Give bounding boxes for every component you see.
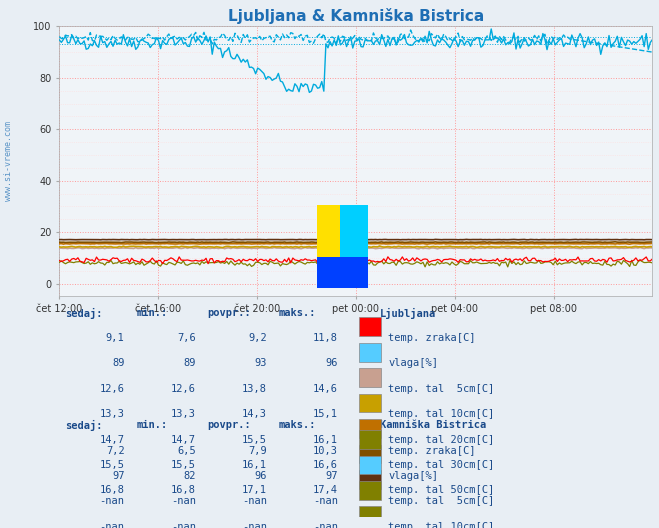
Text: 16,1: 16,1 (242, 460, 267, 470)
Text: 89: 89 (183, 359, 196, 369)
Text: -nan: -nan (242, 522, 267, 528)
Text: 7,2: 7,2 (106, 446, 125, 456)
Text: 97: 97 (326, 471, 338, 481)
Text: 15,1: 15,1 (313, 409, 338, 419)
Text: maks.:: maks.: (279, 307, 316, 317)
Text: temp. tal  5cm[C]: temp. tal 5cm[C] (389, 496, 495, 506)
Bar (359, 394, 382, 412)
Text: 96: 96 (326, 359, 338, 369)
Text: 6,5: 6,5 (177, 446, 196, 456)
Bar (359, 456, 382, 474)
Text: -nan: -nan (171, 496, 196, 506)
Text: 11,8: 11,8 (313, 333, 338, 343)
Bar (359, 317, 382, 336)
Text: 16,8: 16,8 (171, 485, 196, 495)
Text: 15,5: 15,5 (171, 460, 196, 470)
Text: povpr.:: povpr.: (208, 420, 251, 430)
Text: -nan: -nan (242, 496, 267, 506)
Text: 93: 93 (254, 359, 267, 369)
Text: temp. tal 50cm[C]: temp. tal 50cm[C] (389, 485, 495, 495)
Text: 17,1: 17,1 (242, 485, 267, 495)
Text: 10,3: 10,3 (313, 446, 338, 456)
Text: 14,3: 14,3 (242, 409, 267, 419)
Bar (359, 343, 382, 362)
Text: 89: 89 (112, 359, 125, 369)
Title: Ljubljana & Kamniška Bistrica: Ljubljana & Kamniška Bistrica (228, 8, 484, 24)
Text: 9,2: 9,2 (248, 333, 267, 343)
Bar (359, 419, 382, 438)
FancyBboxPatch shape (340, 205, 368, 264)
Text: vlaga[%]: vlaga[%] (389, 471, 438, 481)
Text: 12,6: 12,6 (100, 384, 125, 394)
Text: -nan: -nan (100, 522, 125, 528)
Text: 12,6: 12,6 (171, 384, 196, 394)
Text: maks.:: maks.: (279, 420, 316, 430)
Text: www.si-vreme.com: www.si-vreme.com (5, 121, 13, 202)
Text: 14,7: 14,7 (171, 435, 196, 445)
Bar (359, 369, 382, 387)
Text: 16,8: 16,8 (100, 485, 125, 495)
Text: 13,3: 13,3 (171, 409, 196, 419)
Text: min.:: min.: (136, 307, 167, 317)
Text: 16,1: 16,1 (313, 435, 338, 445)
Bar (359, 481, 382, 500)
Text: sedaj:: sedaj: (65, 307, 103, 318)
Text: 97: 97 (112, 471, 125, 481)
Bar (359, 430, 382, 449)
Text: 9,1: 9,1 (106, 333, 125, 343)
Text: temp. tal 10cm[C]: temp. tal 10cm[C] (389, 409, 495, 419)
Text: temp. tal 20cm[C]: temp. tal 20cm[C] (389, 435, 495, 445)
Text: -nan: -nan (313, 496, 338, 506)
Text: 96: 96 (254, 471, 267, 481)
Text: 15,5: 15,5 (242, 435, 267, 445)
FancyBboxPatch shape (318, 257, 368, 288)
Text: 16,6: 16,6 (313, 460, 338, 470)
Text: Kamniška Bistrica: Kamniška Bistrica (380, 420, 486, 430)
Text: min.:: min.: (136, 420, 167, 430)
Text: -nan: -nan (313, 522, 338, 528)
Text: sedaj:: sedaj: (65, 420, 103, 431)
Text: 15,5: 15,5 (100, 460, 125, 470)
Text: 14,6: 14,6 (313, 384, 338, 394)
Text: vlaga[%]: vlaga[%] (389, 359, 438, 369)
Text: temp. tal 30cm[C]: temp. tal 30cm[C] (389, 460, 495, 470)
Text: povpr.:: povpr.: (208, 307, 251, 317)
Text: 14,7: 14,7 (100, 435, 125, 445)
Text: 82: 82 (183, 471, 196, 481)
FancyBboxPatch shape (318, 205, 368, 264)
Bar (359, 506, 382, 525)
Text: temp. zraka[C]: temp. zraka[C] (389, 333, 476, 343)
Text: temp. tal 10cm[C]: temp. tal 10cm[C] (389, 522, 495, 528)
Text: 7,9: 7,9 (248, 446, 267, 456)
Bar (359, 445, 382, 463)
Text: temp. zraka[C]: temp. zraka[C] (389, 446, 476, 456)
Text: 17,4: 17,4 (313, 485, 338, 495)
Text: 13,3: 13,3 (100, 409, 125, 419)
Text: -nan: -nan (100, 496, 125, 506)
Text: Ljubljana: Ljubljana (380, 307, 436, 318)
Bar (359, 470, 382, 489)
Text: 13,8: 13,8 (242, 384, 267, 394)
Text: temp. tal  5cm[C]: temp. tal 5cm[C] (389, 384, 495, 394)
Text: 7,6: 7,6 (177, 333, 196, 343)
Text: -nan: -nan (171, 522, 196, 528)
